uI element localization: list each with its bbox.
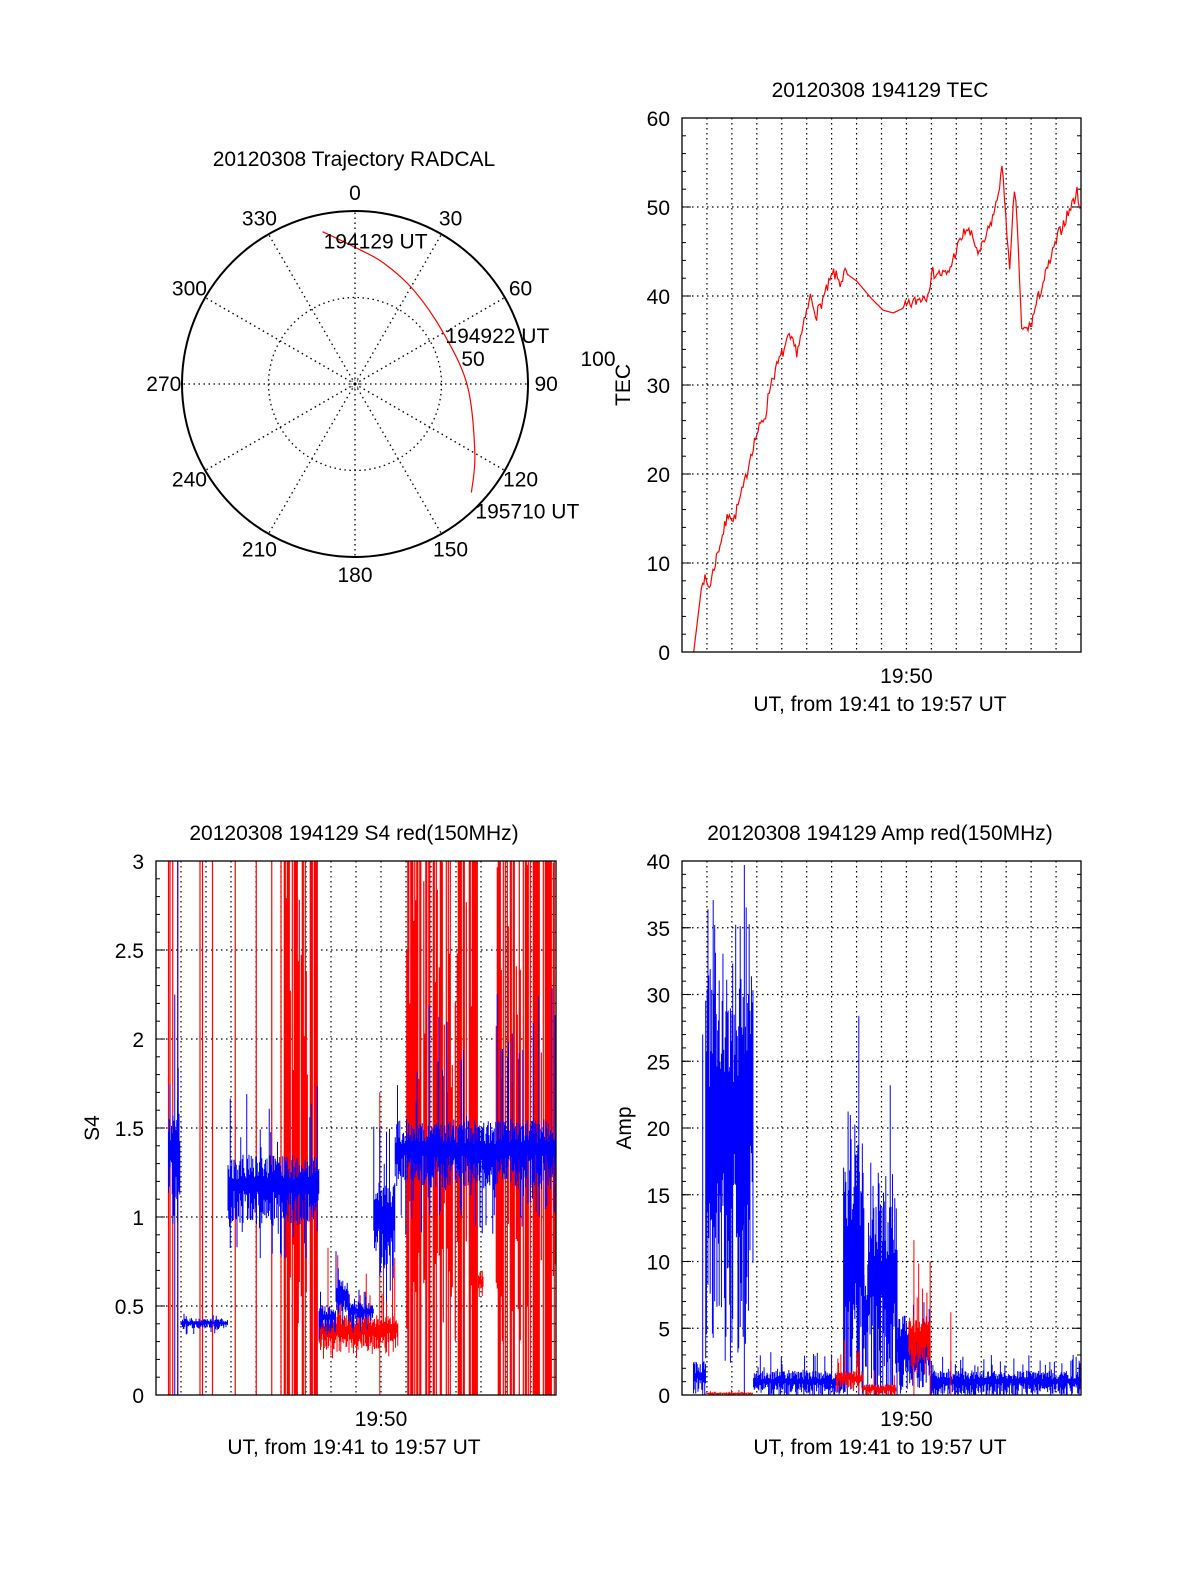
polar-spoke [204, 296, 356, 385]
s4-xlabel: UT, from 19:41 to 19:57 UT [227, 1436, 480, 1459]
s4-blue-series-marks [168, 861, 556, 1395]
data-layer [693, 165, 1081, 652]
y-tick-label: 20 [647, 1118, 670, 1141]
polar-angle-label: 180 [337, 564, 372, 587]
amp-ylabel: Amp [613, 1106, 636, 1149]
y-tick-label: 1.5 [115, 1118, 144, 1141]
polar-spoke [354, 296, 506, 385]
polar-radial-label: 50 [461, 348, 484, 371]
y-tick-label: 20 [647, 464, 670, 487]
polar-angle-label: 0 [349, 182, 361, 205]
polar-angle-label: 90 [534, 373, 557, 396]
y-tick-label: 10 [647, 553, 670, 576]
amp-plot: 20120308 194129 Amp red(150MHz) Amp UT, … [613, 822, 1082, 1459]
polar-angle-label: 330 [242, 207, 277, 230]
x-tick-label: 19:50 [355, 1408, 408, 1431]
amp-red-series [705, 1240, 952, 1395]
polar-radial-label: 100 [580, 348, 615, 371]
tec-ylabel: TEC [612, 364, 635, 406]
data-layer [167, 861, 556, 1395]
amp-red-series-marks [705, 1240, 952, 1395]
grid [682, 118, 1081, 652]
s4-blue-series [168, 861, 556, 1395]
y-tick-label: 60 [647, 108, 670, 131]
amp-xlabel: UT, from 19:41 to 19:57 UT [753, 1436, 1006, 1459]
polar-ring-50 [267, 296, 443, 472]
trajectory-line [322, 231, 476, 493]
polar-outer-ring [181, 210, 529, 558]
s4-title: 20120308 194129 S4 red(150MHz) [189, 822, 518, 845]
y-tick-label: 25 [647, 1051, 670, 1074]
polar-spoke [354, 233, 443, 385]
tec-xlabel: UT, from 19:41 to 19:57 UT [753, 693, 1006, 716]
y-tick-label: 2 [132, 1029, 144, 1052]
y-tick-label: 10 [647, 1252, 670, 1275]
x-tick-label: 19:50 [880, 1408, 933, 1431]
tec-plot: 20120308 194129 TEC TEC UT, from 19:41 t… [612, 79, 1082, 716]
polar-angle-label: 60 [509, 277, 532, 300]
amp-title: 20120308 194129 Amp red(150MHz) [707, 822, 1053, 845]
polar-angle-label: 240 [172, 469, 207, 492]
plot-frame [681, 117, 1082, 653]
y-tick-label: 0 [132, 1385, 144, 1408]
y-tick-label: 50 [647, 197, 670, 220]
polar-title: 20120308 Trajectory RADCAL [213, 148, 496, 171]
y-tick-label: 0.5 [115, 1296, 144, 1319]
polar-angle-label: 210 [242, 539, 277, 562]
trajectory-polar-plot: 20120308 Trajectory RADCAL 0 30 60 90 120 150… [146, 148, 615, 587]
polar-angle-label: 300 [172, 277, 207, 300]
y-tick-label: 5 [658, 1318, 670, 1341]
y-tick-label: 2.5 [115, 940, 144, 963]
y-tick-label: 0 [658, 642, 670, 665]
trajectory-time-label: 195710 UT [475, 501, 579, 524]
y-tick-label: 0 [658, 1385, 670, 1408]
polar-spoke [267, 233, 356, 385]
y-tick-label: 40 [647, 286, 670, 309]
plot-frame [155, 860, 557, 1396]
s4-plot: 20120308 194129 S4 red(150MHz) S4 UT, fr… [81, 822, 557, 1459]
trajectory-time-label: 194129 UT [324, 231, 428, 254]
x-tick-label: 19:50 [880, 665, 933, 688]
plot-frame [681, 860, 1082, 1396]
y-tick-label: 30 [647, 985, 670, 1008]
tec-title: 20120308 194129 TEC [772, 79, 989, 102]
y-tick-label: 30 [647, 375, 670, 398]
y-tick-label: 3 [132, 851, 144, 874]
y-tick-label: 1 [132, 1207, 144, 1230]
polar-angle-label: 120 [503, 469, 538, 492]
polar-angle-label: 30 [439, 207, 462, 230]
trajectory-time-label: 194922 UT [445, 325, 549, 348]
data-layer [692, 865, 1081, 1395]
y-tick-label: 15 [647, 1185, 670, 1208]
polar-center [350, 379, 360, 389]
y-tick-label: 40 [647, 851, 670, 874]
polar-angle-label: 150 [433, 539, 468, 562]
s4-ylabel: S4 [81, 1115, 104, 1141]
tec-series-line [693, 165, 1081, 652]
polar-angle-label: 270 [146, 373, 181, 396]
y-tick-label: 35 [647, 918, 670, 941]
